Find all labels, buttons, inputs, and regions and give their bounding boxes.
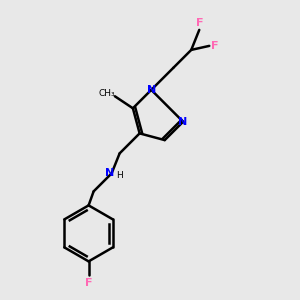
Text: N: N	[147, 85, 156, 95]
Text: F: F	[211, 41, 218, 51]
Text: F: F	[196, 18, 203, 28]
Text: N: N	[178, 117, 188, 127]
Text: N: N	[105, 168, 114, 178]
Text: CH₃: CH₃	[99, 89, 115, 98]
Text: F: F	[85, 278, 92, 288]
Text: H: H	[116, 171, 123, 180]
